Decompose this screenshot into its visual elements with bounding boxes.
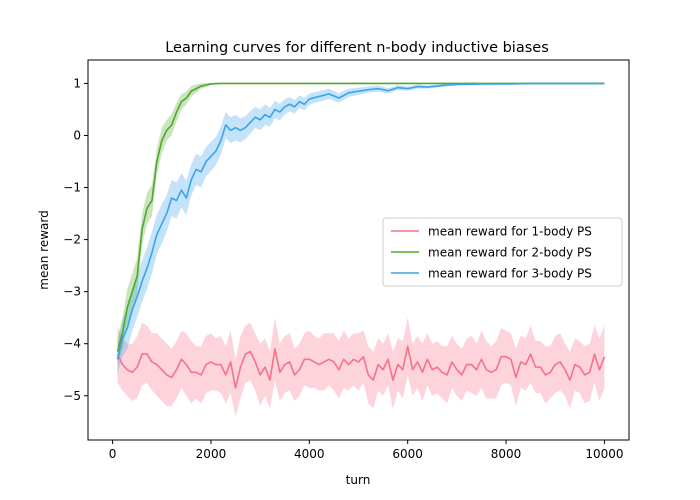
y-axis: −5 −4 −3 −2 −1 0 1 xyxy=(63,76,88,403)
series-3-line xyxy=(116,82,605,360)
y-tick-label: 0 xyxy=(73,128,81,142)
y-tick-label: −5 xyxy=(63,389,81,403)
legend-label-1: mean reward for 1-body PS xyxy=(428,225,592,239)
x-tick-label: 0 xyxy=(109,447,117,461)
legend: mean reward for 1-body PS mean reward for… xyxy=(382,217,623,287)
y-axis-label: mean reward xyxy=(37,210,51,289)
axes-frame xyxy=(87,59,630,441)
x-tick-label: 4000 xyxy=(294,447,325,461)
series-1-confidence-band xyxy=(117,317,605,417)
y-tick-label: 1 xyxy=(73,76,81,90)
x-tick-label: 2000 xyxy=(196,447,227,461)
y-tick-label: −4 xyxy=(63,337,81,351)
x-tick-label: 8000 xyxy=(491,447,522,461)
x-tick-label: 10000 xyxy=(585,447,623,461)
legend-label-3: mean reward for 3-body PS xyxy=(428,267,592,281)
legend-box xyxy=(382,217,623,287)
y-tick-label: −1 xyxy=(63,181,81,195)
legend-label-2: mean reward for 2-body PS xyxy=(428,246,592,260)
y-tick-label: −3 xyxy=(63,285,81,299)
x-axis-label: turn xyxy=(346,473,371,487)
series-1-line xyxy=(116,345,606,389)
x-axis: 0 2000 4000 6000 8000 10000 xyxy=(109,440,624,461)
chart-title: Learning curves for different n-body ind… xyxy=(165,40,549,56)
x-tick-label: 6000 xyxy=(392,447,423,461)
y-tick-label: −2 xyxy=(63,233,81,247)
plot-area xyxy=(116,82,606,417)
series-2-line xyxy=(116,82,605,352)
